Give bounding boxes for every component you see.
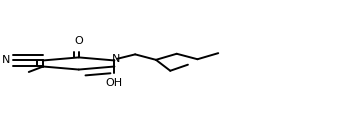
- Text: N: N: [2, 55, 10, 65]
- Text: OH: OH: [105, 78, 122, 88]
- Text: O: O: [74, 36, 83, 46]
- Text: N: N: [112, 54, 120, 64]
